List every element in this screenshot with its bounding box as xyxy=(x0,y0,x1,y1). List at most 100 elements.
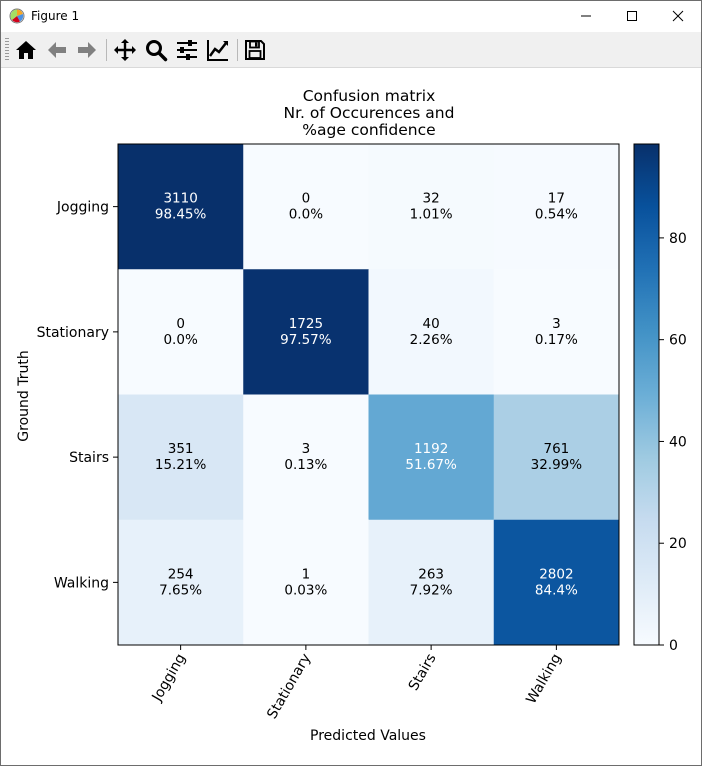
figure-canvas[interactable]: Confusion matrix Nr. of Occurences and %… xyxy=(1,68,701,765)
cell-count-label: 1 xyxy=(302,566,311,582)
chart-title-line: Nr. of Occurences and xyxy=(284,104,455,122)
heatmap-cell xyxy=(493,144,620,270)
maximize-icon xyxy=(627,11,637,21)
cell-percent-label: 7.92% xyxy=(410,582,453,598)
x-axis-ticks: Jogging Stationary Stairs Walking xyxy=(149,645,565,722)
colorbar-tick-label: 80 xyxy=(669,231,687,247)
matplotlib-app-icon xyxy=(9,8,25,24)
cell-count-label: 0 xyxy=(176,316,185,332)
y-tick-label: Stairs xyxy=(69,450,109,466)
configure-subplots-button[interactable] xyxy=(173,36,201,64)
heatmap-cell xyxy=(243,394,369,521)
cell-count-label: 761 xyxy=(543,441,569,457)
cell-count-label: 3110 xyxy=(163,191,197,207)
maximize-button[interactable] xyxy=(609,1,655,32)
y-axis-label: Ground Truth xyxy=(16,350,32,441)
cell-percent-label: 0.17% xyxy=(535,332,578,348)
heatmap-cell xyxy=(493,394,620,521)
cell-count-label: 254 xyxy=(168,566,194,582)
cell-count-label: 40 xyxy=(423,316,440,332)
cell-percent-label: 97.57% xyxy=(280,332,332,348)
chart-title-line: %age confidence xyxy=(302,121,435,139)
cell-count-label: 3 xyxy=(302,441,311,457)
minimize-button[interactable] xyxy=(563,1,609,32)
heatmap-cell xyxy=(243,269,369,395)
colorbar-tick-label: 20 xyxy=(669,536,687,552)
x-tick-label: Stationary xyxy=(264,651,314,722)
cell-percent-label: 0.0% xyxy=(163,332,197,348)
configure-subplots-icon xyxy=(177,40,197,60)
forward-button[interactable] xyxy=(73,36,101,64)
heatmap-cell xyxy=(368,519,495,646)
y-tick-label: Stationary xyxy=(37,325,109,341)
cell-count-label: 0 xyxy=(302,191,311,207)
x-axis-label: Predicted Values xyxy=(310,728,426,744)
toolbar-separator xyxy=(106,39,107,61)
heatmap-cell-labels: 311098.45%00.0%321.01%170.54%00.0%172597… xyxy=(155,191,582,599)
cell-percent-label: 32.99% xyxy=(531,457,583,473)
back-button[interactable] xyxy=(43,36,71,64)
x-tick-label: Stairs xyxy=(406,651,440,694)
cell-percent-label: 0.0% xyxy=(289,207,323,223)
cell-count-label: 2802 xyxy=(539,566,573,582)
pan-move-icon xyxy=(114,39,136,61)
home-button[interactable] xyxy=(12,36,40,64)
cell-percent-label: 0.13% xyxy=(284,457,327,473)
cell-count-label: 263 xyxy=(418,566,444,582)
cell-percent-label: 15.21% xyxy=(155,457,207,473)
cell-percent-label: 84.4% xyxy=(535,582,578,598)
cell-percent-label: 51.67% xyxy=(405,457,457,473)
heatmap-cell xyxy=(243,519,369,646)
pan-button[interactable] xyxy=(111,36,139,64)
cell-percent-label: 0.54% xyxy=(535,207,578,223)
cell-count-label: 1192 xyxy=(414,441,448,457)
chart-title: Confusion matrix Nr. of Occurences and %… xyxy=(284,87,455,139)
zoom-button[interactable] xyxy=(142,36,170,64)
y-axis-ticks: Jogging Stationary Stairs Walking xyxy=(37,200,118,591)
edit-axis-button[interactable] xyxy=(204,36,232,64)
colorbar-tick-label: 40 xyxy=(669,434,687,450)
close-icon xyxy=(672,10,684,22)
window-title: Figure 1 xyxy=(31,9,80,23)
toolbar-grip[interactable] xyxy=(5,38,9,62)
cell-count-label: 32 xyxy=(423,191,440,207)
heatmap-cell xyxy=(368,269,495,395)
x-tick-label: Walking xyxy=(523,651,564,707)
cell-count-label: 3 xyxy=(552,316,561,332)
heatmap-cells xyxy=(118,144,620,646)
edit-axis-icon xyxy=(207,40,228,61)
cell-percent-label: 1.01% xyxy=(410,207,453,223)
chart-title-line: Confusion matrix xyxy=(303,87,436,105)
close-button[interactable] xyxy=(655,1,701,32)
cell-percent-label: 0.03% xyxy=(284,582,327,598)
plot-frame xyxy=(117,143,620,646)
cell-percent-label: 98.45% xyxy=(155,207,207,223)
cell-percent-label: 7.65% xyxy=(159,582,202,598)
back-arrow-icon xyxy=(48,42,66,58)
colorbar-tick-label: 60 xyxy=(669,333,687,349)
colorbar-tick-label: 0 xyxy=(669,638,678,654)
save-floppy-icon xyxy=(245,40,265,60)
colorbar xyxy=(633,143,660,646)
heatmap-cell xyxy=(118,519,244,646)
navigation-toolbar xyxy=(1,32,701,68)
forward-arrow-icon xyxy=(78,42,96,58)
x-tick-label: Jogging xyxy=(149,651,189,705)
title-bar: Figure 1 xyxy=(1,1,701,32)
y-tick-label: Jogging xyxy=(56,200,109,216)
heatmap-cell xyxy=(493,519,620,646)
y-tick-label: Walking xyxy=(54,575,109,591)
zoom-magnifier-icon xyxy=(146,40,168,62)
heatmap-cell xyxy=(368,394,495,521)
minimize-icon xyxy=(581,15,591,17)
heatmap-cell xyxy=(118,394,244,521)
cell-count-label: 17 xyxy=(548,191,565,207)
save-button[interactable] xyxy=(241,36,269,64)
heatmap-cell xyxy=(118,269,244,395)
heatmap-cell xyxy=(243,144,369,270)
cell-count-label: 351 xyxy=(168,441,194,457)
colorbar-ticks: 0 20 40 60 80 xyxy=(659,231,687,654)
toolbar-separator xyxy=(237,39,238,61)
heatmap-cell xyxy=(118,144,244,270)
